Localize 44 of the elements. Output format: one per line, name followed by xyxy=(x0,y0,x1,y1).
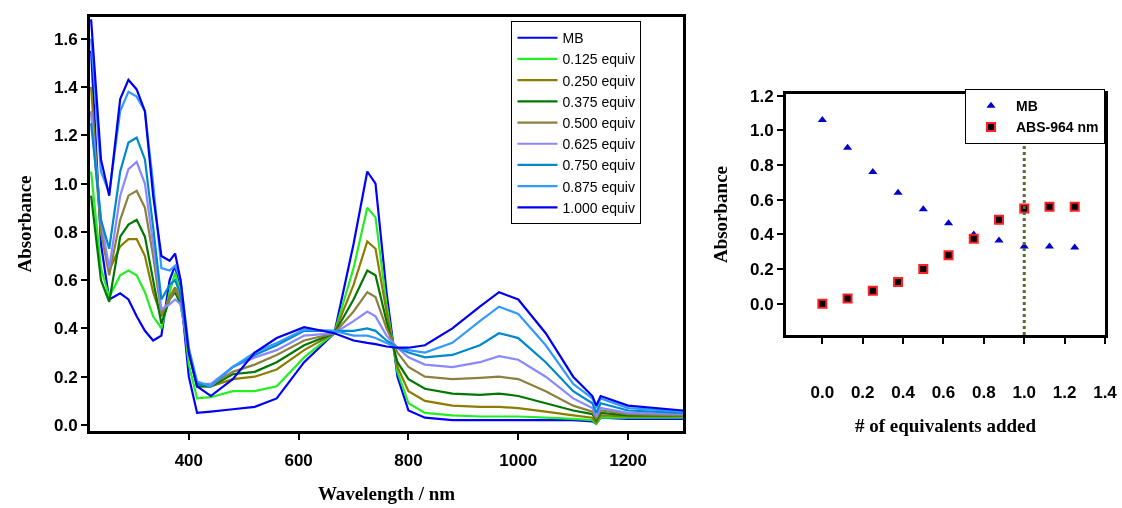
legend-label: 0.625 equiv xyxy=(562,136,635,153)
x-tick-label: 1200 xyxy=(609,451,647,471)
x-tick-label: 0.4 xyxy=(891,383,916,403)
x-tick-label: 400 xyxy=(174,451,204,471)
x-axis-title: Wavelength / nm xyxy=(317,483,456,505)
legend-label: 1.000 equiv xyxy=(562,199,635,216)
x-tick-label: 0.8 xyxy=(972,383,996,403)
x-tick-label: 1.4 xyxy=(1093,383,1118,403)
legend-label: MB xyxy=(562,30,584,47)
y-tick-label: 1.6 xyxy=(53,29,78,49)
legend-label: ABS-964 nm xyxy=(1016,119,1099,136)
y-tick-label: 1.4 xyxy=(53,77,79,97)
x-tick-label: 0.6 xyxy=(931,383,956,403)
y-tick-label: 0.2 xyxy=(53,367,78,387)
legend-label: 0.125 equiv xyxy=(562,51,635,68)
x-tick-label: 1000 xyxy=(499,451,538,471)
y-tick-label: 0.8 xyxy=(53,222,78,242)
x-tick-label: 1.0 xyxy=(1012,383,1037,403)
y-tick-label: 0.0 xyxy=(53,415,78,435)
legend-label: 0.250 equiv xyxy=(562,72,635,89)
x-tick-label: 800 xyxy=(394,451,423,471)
y-tick-label: 0.4 xyxy=(53,319,79,339)
y-tick-label: 0.6 xyxy=(53,271,78,291)
y-tick-label: 0.2 xyxy=(749,260,774,280)
x-tick-label: 0.2 xyxy=(850,383,875,403)
y-axis-title: Absorbance xyxy=(709,165,731,264)
x-tick-label: 600 xyxy=(284,451,313,471)
y-tick-label: 0.4 xyxy=(749,225,775,245)
y-tick-label: 1.2 xyxy=(53,126,78,146)
y-tick-label: 0.8 xyxy=(749,156,774,176)
x-tick-label: 1.2 xyxy=(1052,383,1077,403)
legend-label: 0.750 equiv xyxy=(562,157,635,174)
x-axis-title: # of equivalents added xyxy=(854,415,1037,437)
y-tick-label: 1.0 xyxy=(749,121,774,141)
y-tick-label: 1.2 xyxy=(749,86,774,106)
x-tick-label: 0.0 xyxy=(810,383,835,403)
legend-label: 0.500 equiv xyxy=(562,115,635,131)
y-axis-title: Absorbance xyxy=(13,175,35,273)
y-tick-label: 0.6 xyxy=(749,190,774,210)
legend-label: 0.375 equiv xyxy=(562,93,635,110)
y-tick-label: 0.0 xyxy=(749,294,774,314)
y-tick-label: 1.0 xyxy=(53,174,78,194)
legend-label: 0.875 equiv xyxy=(562,178,635,195)
legend-label: MB xyxy=(1016,98,1038,115)
